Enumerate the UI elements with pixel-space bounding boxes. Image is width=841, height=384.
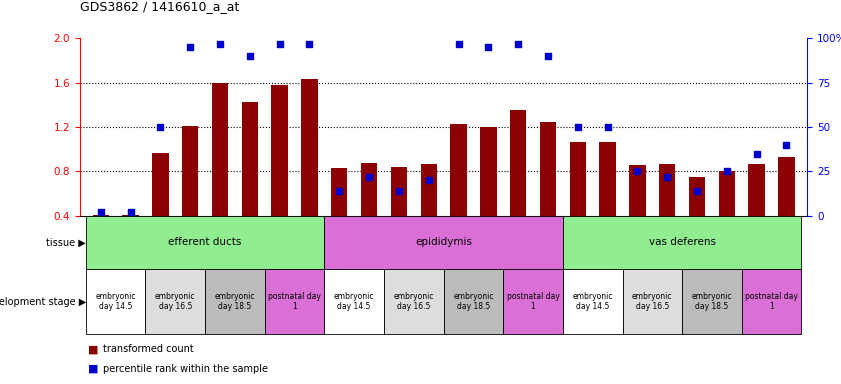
Bar (420, 164, 437, 260)
Text: percentile rank within the sample: percentile rank within the sample (103, 364, 268, 374)
Bar (748, 164, 764, 260)
Point (750, 151, 764, 157)
Text: embryonic
day 16.5: embryonic day 16.5 (632, 292, 673, 311)
Point (511, 41, 525, 47)
Point (303, 41, 316, 47)
Bar (444, 269, 503, 334)
Bar (563, 216, 801, 269)
Point (422, 177, 436, 184)
Point (542, 53, 555, 59)
Bar (450, 124, 467, 260)
Bar (510, 111, 526, 260)
Bar (241, 102, 258, 260)
Point (452, 41, 465, 47)
Text: ■: ■ (88, 364, 98, 374)
Bar (384, 269, 444, 334)
Point (660, 174, 674, 180)
Bar (331, 168, 347, 260)
Point (571, 124, 584, 130)
Bar (540, 122, 556, 260)
Text: postnatal day
1: postnatal day 1 (745, 292, 798, 311)
Bar (86, 269, 145, 334)
Bar (361, 162, 378, 260)
Point (243, 53, 257, 59)
Text: ■: ■ (88, 344, 98, 354)
Text: GDS3862 / 1416610_a_at: GDS3862 / 1416610_a_at (80, 0, 240, 13)
Bar (182, 126, 198, 260)
Text: embryonic
day 14.5: embryonic day 14.5 (573, 292, 613, 311)
Point (600, 124, 614, 130)
Point (214, 41, 227, 47)
Bar (145, 269, 205, 334)
Bar (123, 215, 139, 260)
Text: embryonic
day 18.5: embryonic day 18.5 (453, 292, 494, 311)
Bar (682, 269, 742, 334)
Point (631, 169, 644, 175)
Point (482, 44, 495, 50)
Bar (569, 142, 586, 260)
Text: epididymis: epididymis (415, 237, 472, 247)
Bar (659, 164, 675, 260)
Bar (480, 127, 496, 260)
Bar (325, 216, 563, 269)
Point (154, 124, 167, 130)
Bar (563, 269, 622, 334)
Bar (742, 269, 801, 334)
Point (392, 188, 405, 194)
Text: embryonic
day 16.5: embryonic day 16.5 (155, 292, 196, 311)
Bar (152, 152, 168, 260)
Point (362, 174, 376, 180)
Text: development stage ▶: development stage ▶ (0, 296, 86, 306)
Point (690, 188, 704, 194)
Point (273, 41, 287, 47)
Point (332, 188, 346, 194)
Bar (301, 79, 318, 260)
Text: vas deferens: vas deferens (648, 237, 716, 247)
Point (780, 142, 793, 148)
Text: tissue ▶: tissue ▶ (46, 237, 86, 247)
Bar (719, 172, 735, 260)
Text: embryonic
day 16.5: embryonic day 16.5 (394, 292, 434, 311)
Bar (212, 83, 228, 260)
Text: efferent ducts: efferent ducts (168, 237, 242, 247)
Bar (600, 142, 616, 260)
Bar (205, 269, 265, 334)
Bar (622, 269, 682, 334)
Text: transformed count: transformed count (103, 344, 194, 354)
Bar (86, 216, 325, 269)
Point (124, 209, 137, 215)
Text: embryonic
day 14.5: embryonic day 14.5 (95, 292, 136, 311)
Text: postnatal day
1: postnatal day 1 (506, 292, 559, 311)
Bar (325, 269, 384, 334)
Text: postnatal day
1: postnatal day 1 (268, 292, 321, 311)
Bar (265, 269, 325, 334)
Bar (503, 269, 563, 334)
Bar (629, 165, 646, 260)
Bar (778, 157, 795, 260)
Text: embryonic
day 14.5: embryonic day 14.5 (334, 292, 374, 311)
Point (183, 44, 197, 50)
Bar (391, 167, 407, 260)
Text: embryonic
day 18.5: embryonic day 18.5 (214, 292, 255, 311)
Bar (93, 215, 109, 260)
Bar (689, 177, 706, 260)
Point (94, 209, 108, 215)
Bar (272, 85, 288, 260)
Text: embryonic
day 18.5: embryonic day 18.5 (691, 292, 733, 311)
Point (720, 169, 733, 175)
